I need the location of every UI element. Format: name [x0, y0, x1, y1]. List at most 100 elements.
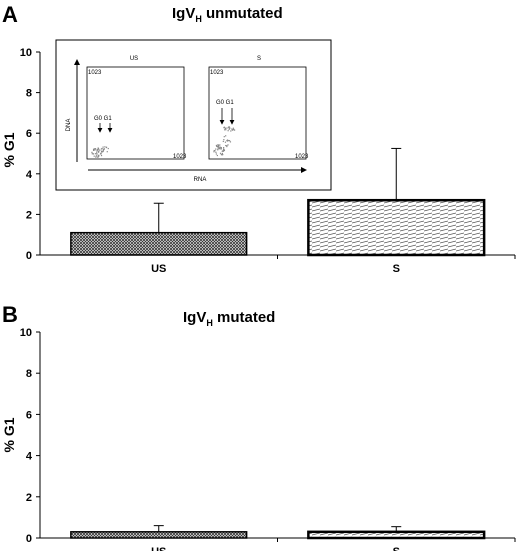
event-dot — [97, 155, 99, 157]
event-dot — [218, 147, 220, 149]
event-dot — [215, 153, 217, 155]
event-dot — [106, 151, 108, 153]
event-dot — [217, 146, 219, 148]
event-dot — [223, 148, 225, 151]
inset-plot-us-ytick: 1023 — [88, 70, 102, 76]
event-dot — [218, 145, 220, 147]
event-dot — [107, 147, 109, 150]
event-dot — [220, 148, 222, 150]
event-dot — [226, 145, 228, 147]
event-dot — [224, 127, 227, 130]
y-tick-label-a: 8 — [26, 88, 32, 100]
event-dot — [231, 128, 233, 130]
event-dot — [91, 153, 93, 155]
axes-b: 0 2 4 6 8 10 US S — [20, 327, 516, 551]
event-dot — [233, 129, 236, 131]
inset-plot-us: US 1023 1023 G0 G1 — [86, 56, 187, 160]
event-dot — [224, 129, 226, 131]
y-tick-label-b: 2 — [26, 492, 32, 504]
event-dot — [95, 156, 97, 158]
y-tick-label-b: 10 — [20, 327, 32, 339]
y-tick-label-a: 0 — [26, 250, 32, 262]
event-dot — [223, 139, 225, 141]
event-dot — [232, 129, 234, 131]
event-dot — [217, 147, 219, 149]
event-dot — [229, 127, 231, 129]
event-dot — [216, 154, 219, 157]
y-tick-label-a: 10 — [20, 47, 32, 59]
event-dot — [101, 150, 103, 152]
event-dot — [100, 148, 103, 150]
bar-s-a — [307, 198, 486, 257]
event-dot — [223, 146, 225, 149]
panel-label-a: A — [2, 2, 18, 27]
event-dot — [222, 140, 224, 143]
event-dot — [93, 155, 95, 157]
event-dot — [228, 139, 230, 142]
event-dot — [104, 146, 106, 148]
panel-label-b: B — [2, 302, 18, 327]
event-dot — [96, 153, 98, 155]
bars-b — [70, 525, 486, 540]
event-dot — [101, 151, 104, 153]
event-dot — [217, 144, 219, 146]
inset-plot-us-arrow-labels: G0 G1 — [94, 116, 112, 122]
event-dot — [223, 136, 225, 138]
event-dot — [219, 146, 222, 148]
event-dot — [93, 148, 95, 150]
event-dot — [94, 153, 97, 155]
event-dot — [215, 144, 218, 147]
event-dot — [226, 140, 228, 142]
event-dot — [213, 151, 215, 153]
event-dot — [98, 151, 100, 153]
event-dot — [227, 126, 230, 128]
y-tick-label-a: 4 — [26, 169, 33, 181]
chart-title-a: IgVH unmutated — [172, 5, 283, 24]
panel-a: A IgVH unmutated % G1 0 2 4 6 8 10 US S DNA RNA… — [1, 2, 516, 275]
y-axis-label-b: % G1 — [1, 417, 17, 452]
event-dot — [215, 148, 217, 150]
inset-xlabel: RNA — [194, 177, 207, 183]
event-dot — [217, 144, 220, 146]
event-dot — [219, 148, 221, 150]
event-dot — [103, 148, 105, 150]
event-dot — [99, 149, 101, 151]
event-dot — [226, 140, 229, 142]
event-dot — [223, 149, 226, 152]
x-tick-label-a: US — [151, 263, 166, 275]
event-dot — [233, 128, 235, 130]
event-dot — [95, 155, 98, 157]
y-tick-label-b: 4 — [26, 451, 33, 463]
inset-plot-us-xtick: 1023 — [173, 154, 187, 160]
y-tick-label-a: 2 — [26, 209, 32, 221]
event-dot — [228, 128, 230, 130]
event-dot — [94, 148, 97, 150]
event-dot — [220, 153, 222, 156]
event-dot — [217, 149, 219, 151]
event-dot — [231, 129, 233, 131]
event-dot — [223, 126, 225, 128]
event-dot — [228, 126, 230, 128]
inset-plot-us-title: US — [130, 56, 138, 62]
event-dot — [99, 153, 102, 155]
event-dot — [214, 150, 216, 152]
event-dot — [217, 148, 219, 150]
event-dot — [105, 146, 108, 148]
event-dot — [225, 129, 227, 131]
event-dot — [222, 150, 224, 152]
event-dot — [222, 153, 224, 156]
bars-a — [70, 147, 486, 257]
x-tick-label-b: S — [393, 546, 400, 551]
event-dot — [100, 154, 103, 157]
event-dot — [102, 150, 104, 152]
chart-title-b: IgVH mutated — [183, 309, 275, 328]
event-dot — [93, 149, 95, 151]
event-dot — [96, 149, 98, 152]
panel-b: B IgVH mutated % G1 0 2 4 6 8 10 US S — [1, 302, 516, 551]
event-dot — [221, 150, 223, 152]
event-dot — [97, 156, 99, 158]
inset-plot-s: S 1023 1023 G0 G1 — [208, 56, 309, 160]
y-tick-label-a: 6 — [26, 128, 32, 140]
event-dot — [101, 151, 103, 153]
